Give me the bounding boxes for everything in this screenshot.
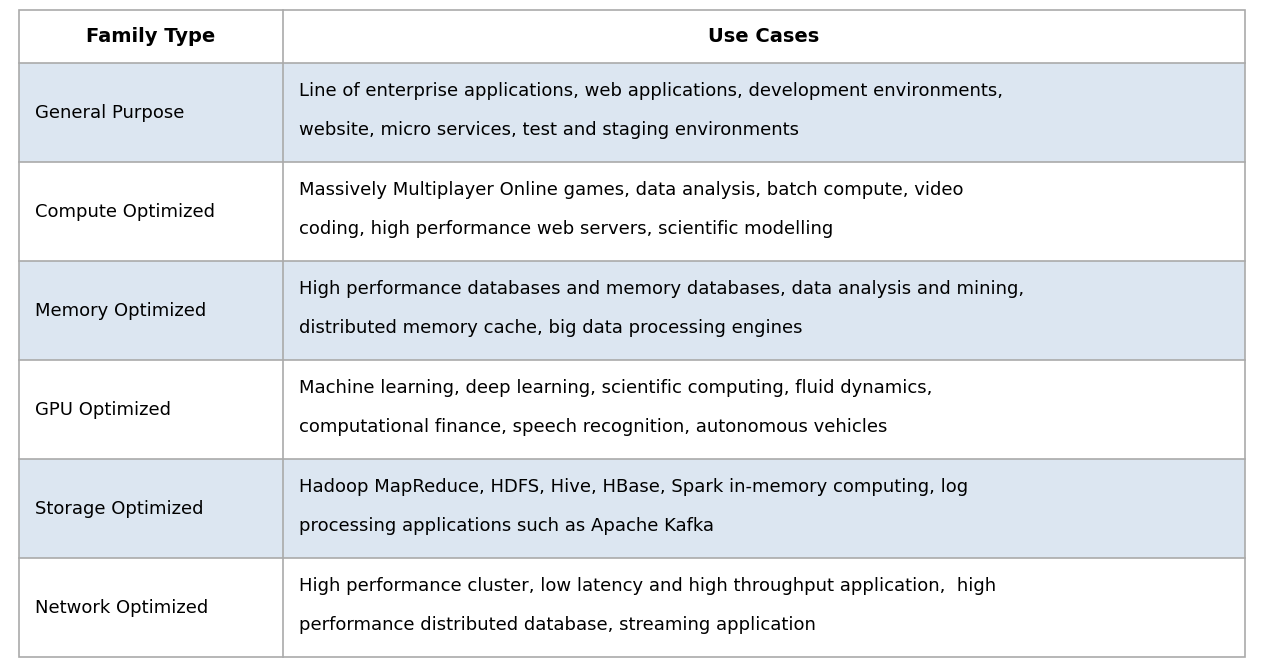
Text: website, micro services, test and staging environments: website, micro services, test and stagin… bbox=[300, 121, 799, 139]
Text: coding, high performance web servers, scientific modelling: coding, high performance web servers, sc… bbox=[300, 220, 833, 238]
Text: Compute Optimized: Compute Optimized bbox=[35, 203, 215, 221]
Text: processing applications such as Apache Kafka: processing applications such as Apache K… bbox=[300, 518, 714, 536]
Bar bbox=[19, 459, 1245, 558]
Text: Massively Multiplayer Online games, data analysis, batch compute, video: Massively Multiplayer Online games, data… bbox=[300, 181, 963, 199]
Text: High performance cluster, low latency and high throughput application,  high: High performance cluster, low latency an… bbox=[300, 577, 996, 595]
Text: performance distributed database, streaming application: performance distributed database, stream… bbox=[300, 616, 815, 634]
Text: Network Optimized: Network Optimized bbox=[35, 598, 209, 616]
Text: General Purpose: General Purpose bbox=[35, 103, 185, 121]
Text: Machine learning, deep learning, scientific computing, fluid dynamics,: Machine learning, deep learning, scienti… bbox=[300, 379, 933, 397]
Bar bbox=[19, 10, 1245, 63]
Bar bbox=[19, 63, 1245, 162]
Bar bbox=[19, 558, 1245, 657]
Text: Use Cases: Use Cases bbox=[708, 27, 819, 46]
Text: distributed memory cache, big data processing engines: distributed memory cache, big data proce… bbox=[300, 319, 803, 338]
Text: GPU Optimized: GPU Optimized bbox=[35, 400, 172, 418]
Bar bbox=[19, 261, 1245, 360]
Text: Storage Optimized: Storage Optimized bbox=[35, 500, 204, 518]
Bar bbox=[19, 162, 1245, 261]
Text: computational finance, speech recognition, autonomous vehicles: computational finance, speech recognitio… bbox=[300, 418, 887, 436]
Text: Line of enterprise applications, web applications, development environments,: Line of enterprise applications, web app… bbox=[300, 82, 1004, 100]
Text: Family Type: Family Type bbox=[86, 27, 215, 46]
Text: Memory Optimized: Memory Optimized bbox=[35, 301, 206, 319]
Text: High performance databases and memory databases, data analysis and mining,: High performance databases and memory da… bbox=[300, 279, 1024, 297]
Bar bbox=[19, 360, 1245, 459]
Text: Hadoop MapReduce, HDFS, Hive, HBase, Spark in-memory computing, log: Hadoop MapReduce, HDFS, Hive, HBase, Spa… bbox=[300, 478, 968, 496]
